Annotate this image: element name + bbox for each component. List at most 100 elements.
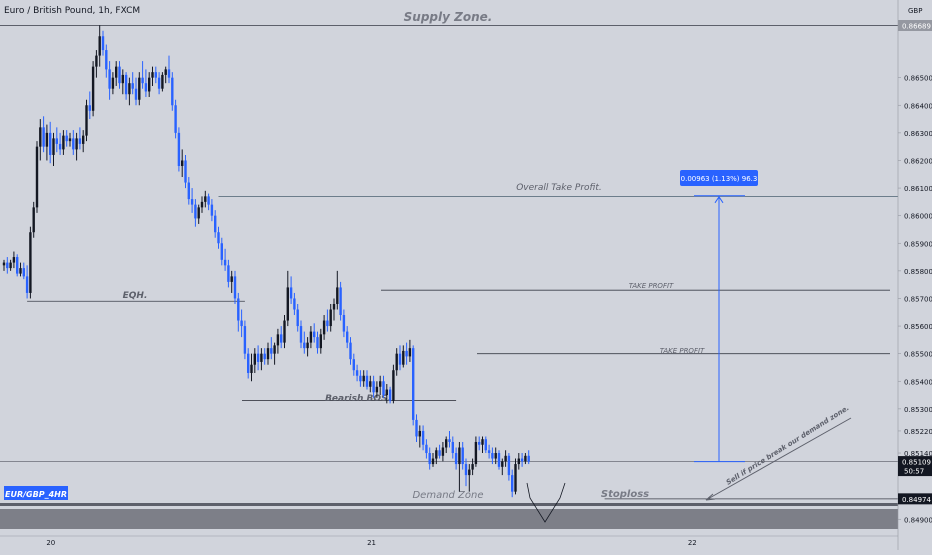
candle [405,342,408,365]
candle [138,72,141,106]
candle-body [207,196,210,205]
candle [217,226,220,249]
candle [88,91,91,120]
candle [471,458,474,476]
candle [177,127,181,172]
candle-body [431,458,435,465]
candle [12,251,16,269]
candle [464,458,468,487]
candle [121,69,124,95]
candle [220,237,223,266]
candle [309,326,313,349]
candle-body [16,257,19,274]
price-tag [898,493,932,505]
candle-body [514,464,517,492]
candle-body [382,381,385,396]
candle-body [339,287,342,316]
candle-body [435,450,438,459]
candle [352,353,355,376]
candle-body [247,353,250,373]
candle [329,303,332,332]
candle-body [52,138,55,155]
candle-body [164,69,167,75]
candle [395,348,398,376]
candle [520,453,524,467]
candle [19,262,22,277]
candle [187,177,190,205]
candle-body [9,262,12,269]
candle-body [346,331,349,343]
candle [504,450,507,467]
candle-body [22,268,25,277]
candle-body [177,132,181,166]
candle [326,309,329,332]
candle-body [303,342,306,349]
currency-label: GBP [908,7,923,15]
candle [421,425,425,451]
symbol-title: Euro / British Pound, 1h, FXCM [4,6,141,16]
candle [435,447,438,465]
candle-body [286,287,289,321]
y-tick-label: 0.86500 [904,75,932,83]
eqh-label: EQH. [123,291,148,301]
candle [263,348,266,365]
candle-body [428,453,431,465]
candle [161,72,164,92]
candle-body [388,389,392,401]
candle-body [253,353,256,365]
candle [336,270,339,310]
y-tick-label: 0.85700 [904,295,932,303]
candle-body [181,160,184,166]
candle-body [362,375,365,382]
candle-body [497,453,501,467]
candle-body [108,69,111,89]
candle-body [501,461,504,467]
candle-body [217,232,220,244]
candle [82,130,85,153]
candle-body [524,455,527,462]
candle [65,130,68,147]
candle [425,439,428,459]
candle [431,453,435,467]
candle [306,337,309,357]
candle [157,72,161,95]
candle-body [194,204,197,219]
measure-arrow-head [714,195,724,204]
candle-body [445,439,448,448]
candle [283,315,286,349]
candle [115,61,118,86]
candle-body [481,439,484,445]
candle [293,292,296,316]
candle [55,127,58,153]
y-tick-label: 0.85140 [904,450,932,458]
candle-body [280,334,283,343]
candle [392,364,395,404]
candle [316,331,319,354]
x-tick-label: 20 [46,539,55,547]
supply-zone-label: Supply Zone. [404,10,493,24]
candle [42,116,45,153]
candle [243,320,247,360]
candle-body [454,453,458,465]
candle-body [458,447,461,465]
candle-body [365,375,369,387]
candle-body [128,83,131,95]
candle-body [243,326,247,354]
candle-body [65,135,68,142]
candle [286,270,289,327]
price-tag-countdown: 50:57 [904,468,924,476]
candle-body [441,447,445,456]
candle-body [494,453,497,459]
candle-body [233,276,237,299]
candle-body [138,77,141,100]
candle-body [375,386,379,393]
candle [52,132,55,166]
candle-body [425,444,428,454]
candle [58,132,62,155]
candle [507,453,511,481]
candle [372,375,375,398]
y-tick-label: 0.85220 [904,428,932,436]
candle [339,281,342,321]
